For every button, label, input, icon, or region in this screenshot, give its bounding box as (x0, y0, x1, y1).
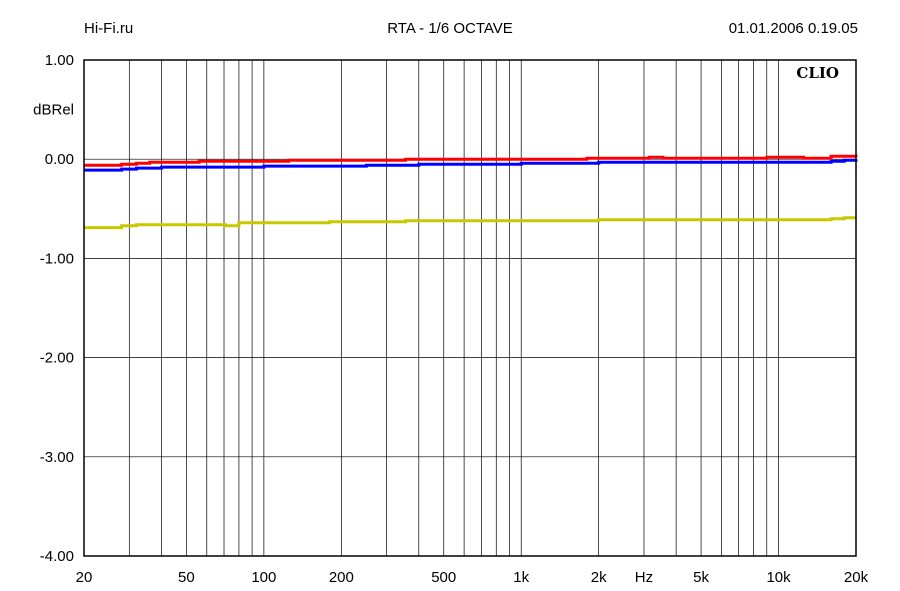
header-timestamp: 01.01.2006 0.19.05 (728, 20, 858, 37)
y-tick-label: -4.00 (40, 548, 74, 565)
y-axis-label: dBRel (33, 102, 74, 119)
y-tick-labels: 1.00 0.00 -1.00 -2.00 -3.00 -4.00 (40, 52, 74, 565)
clio-logo-text: CLIO (796, 64, 839, 82)
series-line-2 (84, 158, 858, 172)
y-tick-label: -3.00 (40, 449, 74, 466)
y-tick-label: -1.00 (40, 250, 74, 267)
series-line-3 (84, 216, 856, 230)
y-tick-label: -2.00 (40, 350, 74, 367)
y-tick-label: 1.00 (45, 52, 74, 69)
x-tick-label: 2k (591, 569, 607, 586)
plot-frame (83, 59, 857, 557)
x-tick-label: 1k (513, 569, 529, 586)
x-tick-label: 5k (693, 569, 709, 586)
series-line-1 (84, 154, 858, 167)
series-layer (84, 154, 858, 230)
x-tick-labels: 20 50 100 200 500 1k 2k 5k 10k 20k (76, 569, 869, 586)
x-tick-label: 20 (76, 569, 93, 586)
x-tick-label: 500 (431, 569, 456, 586)
x-tick-label: 200 (329, 569, 354, 586)
x-tick-label: 50 (178, 569, 195, 586)
x-tick-label: 100 (251, 569, 276, 586)
header-title: RTA - 1/6 OCTAVE (387, 20, 513, 37)
x-axis-unit-label: Hz (635, 569, 653, 586)
x-tick-label: 10k (766, 569, 791, 586)
header-left-text: Hi-Fi.ru (84, 20, 134, 37)
grid-lines (83, 59, 857, 557)
y-tick-label: 0.00 (45, 151, 74, 168)
x-tick-label: 20k (844, 569, 869, 586)
